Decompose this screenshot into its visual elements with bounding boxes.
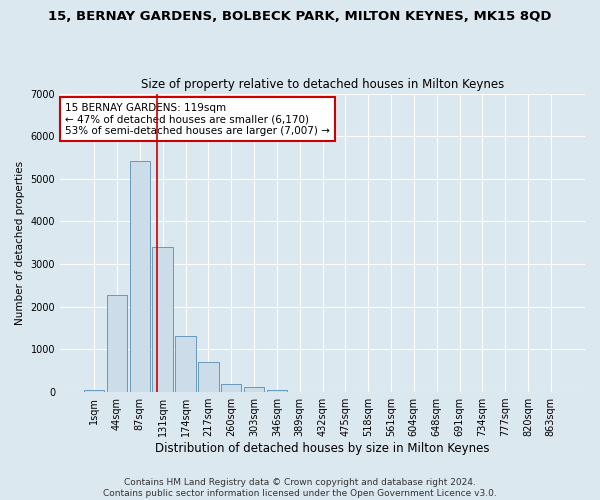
Text: 15 BERNAY GARDENS: 119sqm
← 47% of detached houses are smaller (6,170)
53% of se: 15 BERNAY GARDENS: 119sqm ← 47% of detac…: [65, 102, 330, 136]
Bar: [266, 390, 287, 392]
Bar: [198, 362, 218, 392]
Bar: [130, 161, 150, 392]
Bar: [244, 388, 264, 392]
Bar: [84, 390, 104, 392]
Bar: [221, 384, 241, 392]
Title: Size of property relative to detached houses in Milton Keynes: Size of property relative to detached ho…: [141, 78, 504, 91]
Bar: [152, 247, 173, 392]
Text: Contains HM Land Registry data © Crown copyright and database right 2024.
Contai: Contains HM Land Registry data © Crown c…: [103, 478, 497, 498]
Y-axis label: Number of detached properties: Number of detached properties: [15, 161, 25, 325]
Bar: [107, 296, 127, 392]
Bar: [175, 336, 196, 392]
Text: 15, BERNAY GARDENS, BOLBECK PARK, MILTON KEYNES, MK15 8QD: 15, BERNAY GARDENS, BOLBECK PARK, MILTON…: [48, 10, 552, 23]
X-axis label: Distribution of detached houses by size in Milton Keynes: Distribution of detached houses by size …: [155, 442, 490, 455]
